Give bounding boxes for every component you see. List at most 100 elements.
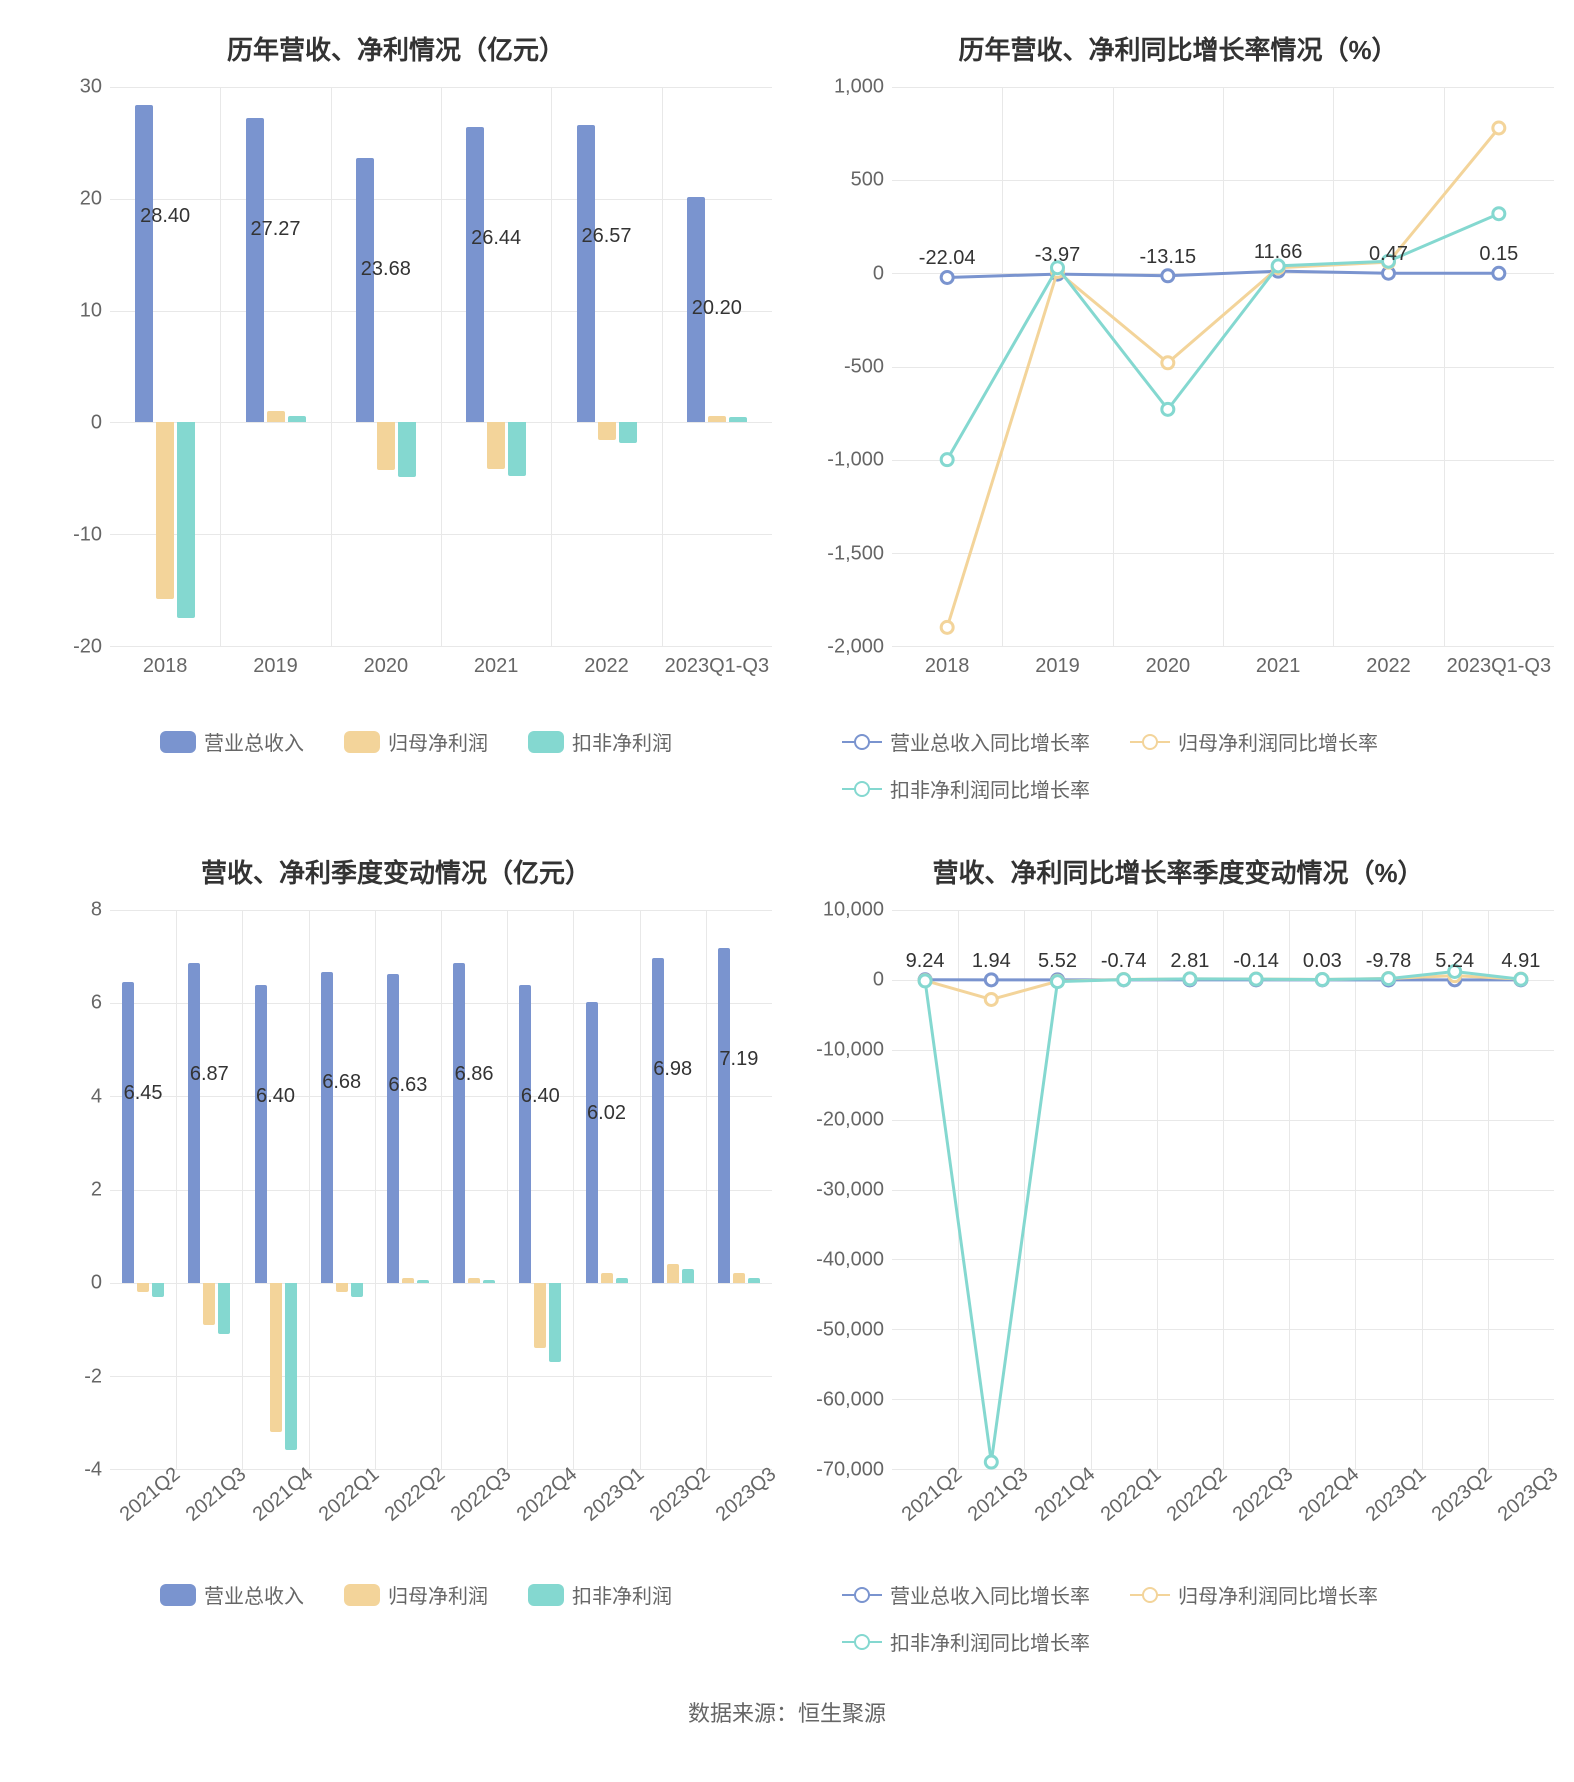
bar-value-label: 6.02 [587,1102,626,1125]
legend-label: 扣非净利润 [572,727,672,756]
point-label: -3.97 [1035,244,1081,267]
y-tick: -10 [73,524,102,547]
point-label: -0.14 [1233,950,1279,973]
legend-swatch [160,1584,196,1606]
legend-item: 营业总收入同比增长率 [842,727,1090,756]
bar-value-label: 6.98 [653,1058,692,1081]
bar-value-label: 23.68 [361,258,411,281]
y-tick: -50,000 [816,1319,884,1342]
chart1-title: 历年营收、净利情况（亿元） [20,30,772,67]
y-tick: -500 [844,356,884,379]
point-label: -0.74 [1101,950,1147,973]
bar [356,158,374,423]
legend-item: 归母净利润 [344,1580,488,1609]
legend-label: 归母净利润同比增长率 [1178,727,1378,756]
point-label: 5.24 [1435,950,1474,973]
chart3-title: 营收、净利季度变动情况（亿元） [20,853,772,890]
x-tick: 2023Q2 [645,1463,714,1526]
y-tick: 8 [91,899,102,922]
x-tick: 2021 [474,655,519,678]
bar [619,422,637,442]
x-tick: 2022Q2 [1163,1463,1232,1526]
bar-value-label: 6.45 [124,1082,163,1105]
bar [682,1269,694,1283]
bar [255,985,267,1283]
y-tick: 1,000 [834,76,884,99]
x-tick: 2021Q3 [182,1463,251,1526]
legend-label: 归母净利润 [388,1580,488,1609]
bar-value-label: 20.20 [692,297,742,320]
y-tick: -20,000 [816,1109,884,1132]
x-tick: 2023Q1 [579,1463,648,1526]
bar [466,127,484,423]
x-tick: 2022Q4 [513,1463,582,1526]
y-tick: 0 [873,262,884,285]
y-tick: -70,000 [816,1459,884,1482]
legend-line-icon [842,1594,882,1596]
bar [188,963,200,1283]
chart4-title: 营收、净利同比增长率季度变动情况（%） [802,853,1554,890]
legend-label: 营业总收入 [204,727,304,756]
chart3-panel: 营收、净利季度变动情况（亿元） -4-202468 6.456.876.406.… [20,843,772,1666]
bar [729,417,747,423]
point-label: -9.78 [1366,950,1412,973]
bar [483,1280,495,1282]
y-tick: 20 [80,188,102,211]
bar [321,972,333,1283]
x-tick: 2023Q3 [712,1463,781,1526]
legend-swatch [528,731,564,753]
data-source-footer: 数据来源：恒生聚源 [20,1696,1554,1728]
y-tick: 0 [873,969,884,992]
y-tick: 0 [91,412,102,435]
point-label: 5.52 [1038,950,1077,973]
bar [487,422,505,469]
x-tick: 2021Q2 [898,1463,967,1526]
chart4-legend: 营业总收入同比增长率归母净利润同比增长率扣非净利润同比增长率 [842,1580,1554,1656]
point-label: 0.03 [1303,950,1342,973]
x-tick: 2022Q3 [447,1463,516,1526]
bar [616,1278,628,1283]
chart4-area: -70,000-60,000-50,000-40,000-30,000-20,0… [802,910,1554,1470]
y-tick: -30,000 [816,1179,884,1202]
bar [387,974,399,1283]
legend-item: 扣非净利润 [528,727,672,756]
x-tick: 2022Q3 [1229,1463,1298,1526]
legend-label: 营业总收入同比增长率 [890,727,1090,756]
legend-label: 营业总收入同比增长率 [890,1580,1090,1609]
point-label: -13.15 [1139,246,1196,269]
bar-value-label: 6.40 [521,1085,560,1108]
bar [402,1278,414,1283]
bar [549,1283,561,1362]
legend-line-icon [842,788,882,790]
chart2-area: -2,000-1,500-1,000-50005001,000 -22.04-3… [802,87,1554,647]
bar [135,105,153,423]
x-tick: 2023Q1 [1361,1463,1430,1526]
legend-label: 归母净利润同比增长率 [1178,1580,1378,1609]
legend-item: 扣非净利润同比增长率 [842,774,1090,803]
x-tick: 2021Q2 [116,1463,185,1526]
bar-value-label: 6.87 [190,1063,229,1086]
bar [156,422,174,599]
bar [652,958,664,1283]
legend-swatch [160,731,196,753]
legend-item: 营业总收入同比增长率 [842,1580,1090,1609]
x-tick: 2022Q4 [1295,1463,1364,1526]
y-tick: 4 [91,1085,102,1108]
bar [398,422,416,477]
x-tick: 2022Q1 [1096,1463,1165,1526]
chart2-title: 历年营收、净利同比增长率情况（%） [802,30,1554,67]
x-tick: 2022 [1366,655,1411,678]
x-tick: 2021Q4 [1030,1463,1099,1526]
chart2-legend: 营业总收入同比增长率 归母净利润同比增长率扣非净利润同比增长率 [842,727,1554,803]
bar [718,948,730,1283]
y-tick: 6 [91,992,102,1015]
x-tick: 2020 [1146,655,1191,678]
point-label: 4.91 [1501,950,1540,973]
bar [336,1283,348,1292]
point-label: 11.66 [1254,241,1303,264]
chart1-panel: 历年营收、净利情况（亿元） -20-100102030 28.4027.2723… [20,20,772,813]
y-tick: 30 [80,76,102,99]
x-tick: 2022Q2 [381,1463,450,1526]
legend-line-icon [842,1641,882,1643]
bar [598,422,616,440]
